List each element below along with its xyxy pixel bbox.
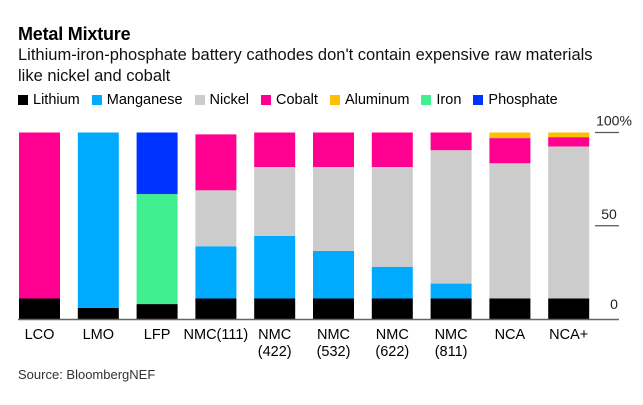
bar-segment-lithium bbox=[430, 298, 472, 319]
legend-label: Manganese bbox=[106, 92, 183, 108]
legend-item-cobalt: Cobalt bbox=[261, 92, 318, 108]
bar-segment-cobalt bbox=[195, 134, 237, 191]
x-tick-label-line2: (622) bbox=[375, 344, 409, 360]
legend-label: Nickel bbox=[209, 92, 250, 108]
bar-segment-cobalt bbox=[489, 138, 531, 164]
x-tick-label: NMC bbox=[258, 327, 291, 343]
bar-segment-cobalt bbox=[254, 132, 296, 168]
legend-label: Phosphate bbox=[488, 92, 558, 108]
bar-segment-cobalt bbox=[430, 132, 472, 151]
bar-segment-manganese bbox=[430, 283, 472, 299]
x-tick-label-line2: (422) bbox=[258, 344, 292, 360]
x-tick-label: LMO bbox=[83, 327, 114, 343]
bar-group-nca bbox=[489, 132, 531, 319]
bar-segment-lithium bbox=[489, 298, 531, 319]
legend-label: Lithium bbox=[33, 92, 80, 108]
chart-title: Metal Mixture bbox=[18, 24, 131, 44]
legend-swatch-iron bbox=[421, 95, 432, 105]
bar-segment-aluminum bbox=[489, 132, 531, 139]
legend-swatch-lithium bbox=[18, 95, 28, 105]
legend-item-lithium: Lithium bbox=[18, 92, 80, 108]
legend: Lithium Manganese Nickel Cobalt Aluminum Iron… bbox=[18, 92, 570, 108]
source-note: Source: BloombergNEF bbox=[18, 367, 156, 382]
bar-segment-manganese bbox=[254, 236, 296, 299]
x-tick-label: LFP bbox=[144, 327, 171, 343]
bar-segment-nickel bbox=[371, 167, 413, 267]
bar-segment-cobalt bbox=[548, 137, 590, 147]
bar-group-nmc532 bbox=[313, 132, 354, 319]
bar-segment-cobalt bbox=[371, 132, 413, 168]
bar-segment-nickel bbox=[313, 167, 354, 251]
x-tick-label: NCA bbox=[495, 327, 526, 343]
legend-swatch-cobalt bbox=[261, 95, 272, 105]
bar-segment-phosphate bbox=[136, 132, 178, 195]
bar-segment-nickel bbox=[430, 150, 472, 284]
x-tick-label: NMC bbox=[376, 327, 409, 343]
bar-segment-lithium bbox=[19, 298, 60, 319]
bar-segment-manganese bbox=[195, 246, 237, 299]
bar-segment-nickel bbox=[254, 167, 296, 237]
bar-segment-lithium bbox=[77, 307, 119, 319]
x-tick-label: NMC bbox=[435, 327, 468, 343]
bar-group-lfp bbox=[136, 132, 178, 319]
x-tick-label: LCO bbox=[25, 327, 55, 343]
bar-group-nmc111 bbox=[195, 134, 237, 319]
bar-group-nmc622 bbox=[371, 132, 413, 319]
bar-segment-lithium bbox=[313, 298, 354, 319]
x-tick-label: NMC bbox=[317, 327, 350, 343]
bar-segment-nickel bbox=[489, 163, 531, 299]
legend-label: Cobalt bbox=[276, 92, 318, 108]
bar-segment-lithium bbox=[254, 298, 296, 319]
bar-segment-lithium bbox=[548, 298, 590, 319]
bar-group-lmo bbox=[77, 132, 119, 319]
legend-item-aluminum: Aluminum bbox=[329, 92, 410, 108]
legend-label: Aluminum bbox=[344, 92, 410, 108]
y-tick-label: 100% bbox=[596, 113, 632, 129]
bar-segment-cobalt bbox=[313, 132, 354, 168]
legend-swatch-aluminum bbox=[329, 95, 340, 105]
bar-group-nmc811 bbox=[430, 132, 472, 319]
legend-item-manganese: Manganese bbox=[91, 92, 183, 108]
bar-segment-cobalt bbox=[19, 132, 60, 299]
x-tick-label-line2: (811) bbox=[435, 344, 468, 360]
bar-segment-lithium bbox=[136, 304, 178, 319]
legend-label: Iron bbox=[436, 92, 462, 108]
bar-segment-iron bbox=[136, 194, 178, 305]
x-tick-label: NMC(111) bbox=[184, 327, 249, 343]
bar-group-nca+ bbox=[548, 132, 590, 319]
bar-group-lco bbox=[19, 132, 60, 319]
chart-subtitle: Lithium-iron-phosphate battery cathodes … bbox=[18, 46, 593, 85]
legend-swatch-manganese bbox=[91, 95, 102, 105]
bar-segment-manganese bbox=[371, 266, 413, 299]
bar-segment-nickel bbox=[195, 190, 237, 247]
legend-swatch-phosphate bbox=[473, 95, 484, 105]
bar-segment-aluminum bbox=[548, 132, 590, 138]
bar-segment-lithium bbox=[195, 298, 237, 319]
legend-item-phosphate: Phosphate bbox=[473, 92, 558, 108]
bar-segment-manganese bbox=[77, 132, 119, 308]
y-tick-label: 50 bbox=[601, 206, 617, 222]
bar-segment-manganese bbox=[313, 250, 354, 299]
bar-segment-lithium bbox=[371, 298, 413, 319]
bar-group-nmc422 bbox=[254, 132, 296, 319]
x-tick-label: NCA+ bbox=[549, 327, 588, 343]
y-tick-label: 0 bbox=[610, 296, 618, 312]
x-tick-label-line2: (532) bbox=[317, 344, 351, 360]
bar-segment-nickel bbox=[548, 146, 590, 299]
legend-swatch-nickel bbox=[194, 95, 205, 105]
legend-item-iron: Iron bbox=[421, 92, 461, 108]
legend-item-nickel: Nickel bbox=[194, 92, 250, 108]
